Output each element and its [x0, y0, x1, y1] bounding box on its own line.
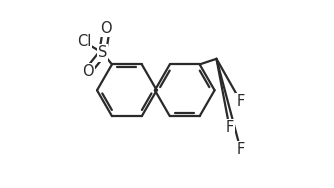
- Text: F: F: [225, 120, 234, 135]
- Text: O: O: [101, 21, 112, 36]
- Text: F: F: [236, 143, 245, 158]
- Text: O: O: [82, 64, 94, 79]
- Text: Cl: Cl: [77, 34, 91, 49]
- Text: F: F: [236, 94, 245, 109]
- Text: S: S: [98, 45, 107, 61]
